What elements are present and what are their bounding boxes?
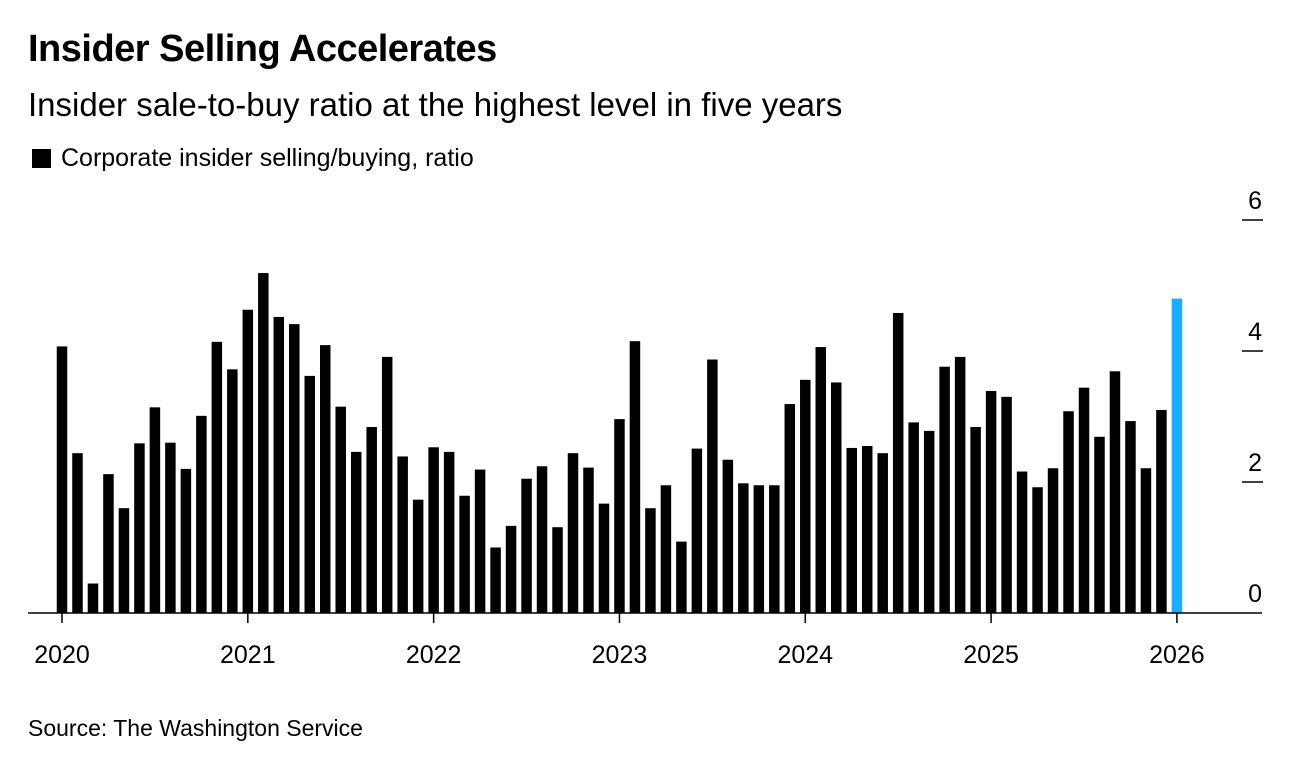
bar [583, 467, 594, 613]
bar-chart: 2020 2021 2022 2023 2024 2025 2026 0 2 4 6 [28, 187, 1263, 669]
bar [1140, 468, 1152, 613]
bar [598, 503, 610, 613]
x-tick-label: 2020 [34, 641, 90, 669]
bar [1094, 436, 1105, 613]
bar [521, 478, 532, 613]
bar [645, 508, 656, 613]
x-tick-label: 2025 [963, 641, 1019, 669]
bar [691, 448, 703, 613]
bar [443, 451, 455, 613]
y-tick-label: 6 [1248, 187, 1262, 215]
y-tick-label: 4 [1248, 318, 1262, 346]
bar [1156, 409, 1167, 613]
bar [397, 456, 408, 613]
bar [1078, 387, 1090, 613]
bar [180, 468, 192, 613]
x-tick-label: 2022 [406, 641, 462, 669]
bar [908, 422, 919, 613]
bar [1047, 468, 1059, 613]
bar [707, 359, 718, 613]
chart-title: Insider Selling Accelerates [28, 28, 497, 70]
bar [459, 495, 470, 613]
bar [939, 366, 950, 613]
bar [366, 426, 377, 613]
bar [846, 447, 857, 613]
bar [103, 474, 114, 613]
bar [629, 341, 641, 613]
bar [350, 451, 362, 613]
bar [784, 404, 796, 613]
bar [165, 442, 176, 613]
bar [1001, 396, 1012, 613]
y-tick-label: 2 [1248, 449, 1262, 477]
x-tick-label: 2023 [592, 641, 648, 669]
x-tick-label: 2021 [220, 641, 276, 669]
bar [87, 583, 99, 613]
bar [196, 415, 207, 613]
bar [134, 443, 145, 613]
legend-swatch [32, 149, 51, 168]
bar [1125, 421, 1136, 613]
bar [954, 356, 966, 613]
bar-latest [1171, 298, 1183, 613]
bar [273, 316, 285, 613]
bar [118, 508, 130, 613]
bar [753, 485, 765, 613]
bar [1016, 471, 1028, 613]
bar [258, 273, 269, 613]
bar [970, 426, 981, 613]
bar [72, 453, 83, 613]
bar [56, 346, 68, 613]
source-note: Source: The Washington Service [28, 715, 363, 741]
legend: Corporate insider selling/buying, ratio [32, 144, 474, 173]
bar [877, 453, 888, 613]
bar [660, 485, 672, 613]
y-tick-label: 0 [1248, 580, 1262, 608]
bar [1063, 411, 1074, 613]
bar [289, 324, 300, 613]
bar [505, 525, 517, 613]
legend-label: Corporate insider selling/buying, ratio [61, 144, 474, 172]
bar [149, 407, 161, 613]
bar [567, 453, 579, 613]
bar [815, 347, 827, 613]
bar [769, 485, 780, 613]
bar [320, 345, 331, 613]
bar [923, 430, 935, 613]
x-tick-label: 2026 [1149, 641, 1205, 669]
bar [304, 375, 316, 613]
bar [536, 466, 548, 613]
bar [831, 382, 842, 613]
bar [381, 356, 393, 613]
bar [490, 547, 501, 613]
bar [738, 483, 749, 613]
bar [1109, 371, 1121, 613]
bar [800, 379, 811, 613]
bar [428, 447, 439, 613]
bar [892, 313, 904, 613]
bar [474, 469, 486, 613]
bar [722, 459, 734, 613]
bar [335, 406, 346, 613]
bar [1032, 487, 1043, 613]
bar [552, 527, 563, 613]
bar [861, 445, 873, 613]
chart-subtitle: Insider sale-to-buy ratio at the highest… [28, 86, 843, 123]
bar [242, 309, 254, 613]
bar [412, 499, 424, 613]
bar [985, 390, 997, 613]
x-tick-label: 2024 [777, 641, 833, 669]
bar [614, 419, 625, 613]
bar [227, 369, 238, 613]
bar [676, 541, 687, 613]
bar [211, 341, 223, 613]
